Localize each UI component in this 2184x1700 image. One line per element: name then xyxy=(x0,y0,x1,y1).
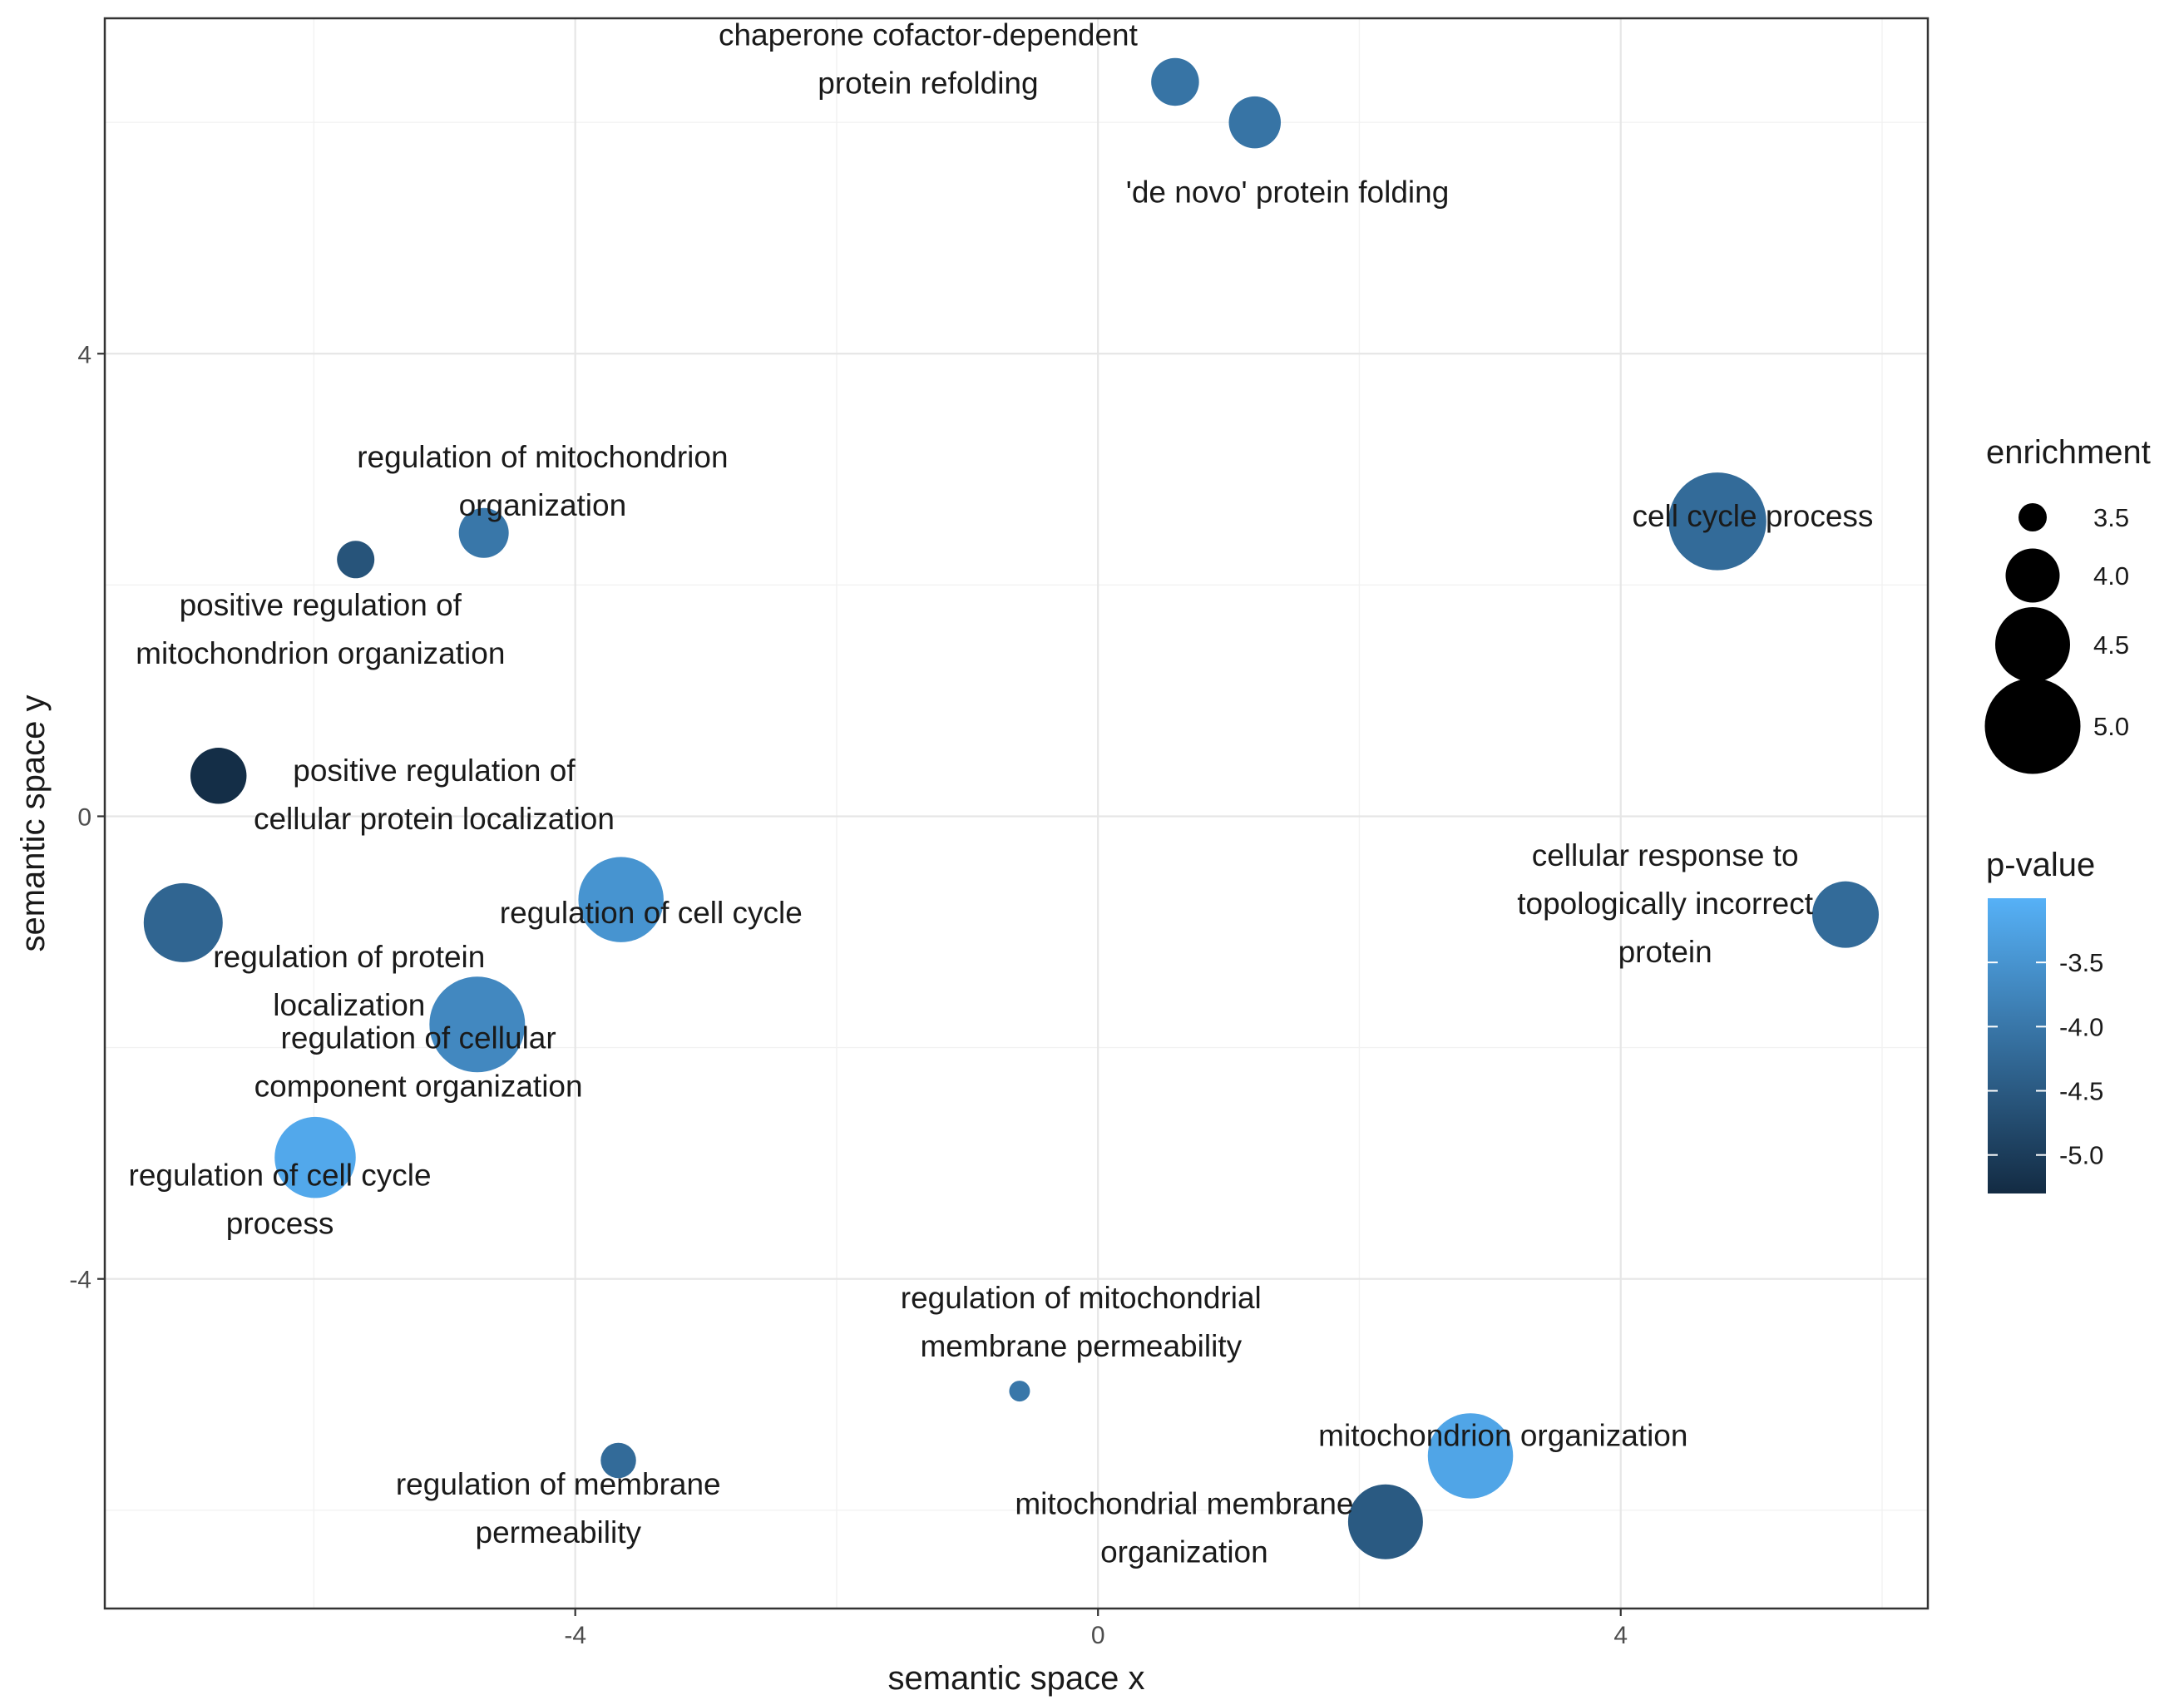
data-point xyxy=(1347,1484,1423,1559)
point-label: component organization xyxy=(254,1069,583,1103)
point-label: regulation of membrane xyxy=(396,1467,721,1501)
y-tick-label: 0 xyxy=(77,803,91,831)
point-label: mitochondrial membrane xyxy=(1015,1487,1353,1521)
point-label: localization xyxy=(273,988,425,1022)
x-axis-title: semantic space x xyxy=(887,1660,1144,1697)
p-value-legend: p-value -3.5 -4.0 -4.5 -5.0 xyxy=(1986,847,2103,1193)
data-point xyxy=(1151,57,1199,106)
enrichment-legend-items: 3.5 4.0 4.5 5.0 xyxy=(1984,503,2129,774)
data-point xyxy=(1812,881,1880,948)
enrichment-legend-key xyxy=(2018,503,2047,531)
p-value-legend-label: -5.0 xyxy=(2059,1141,2103,1170)
p-value-legend-label: -3.5 xyxy=(2059,948,2103,977)
major-gridlines xyxy=(105,18,1928,1609)
enrichment-legend-title: enrichment xyxy=(1986,434,2151,471)
data-point xyxy=(274,1116,356,1198)
data-point xyxy=(458,507,509,558)
data-point xyxy=(190,748,247,804)
data-point xyxy=(337,541,375,579)
data-point xyxy=(1009,1381,1030,1402)
minor-gridlines xyxy=(105,18,1928,1609)
point-label: topologically incorrect xyxy=(1517,887,1814,921)
data-point xyxy=(1668,472,1766,571)
point-label: mitochondrion organization xyxy=(136,636,505,670)
p-value-colorbar xyxy=(1988,898,2046,1193)
point-label: membrane permeability xyxy=(920,1329,1242,1363)
point-label: positive regulation of xyxy=(180,588,462,622)
enrichment-legend-label: 4.5 xyxy=(2093,630,2129,660)
enrichment-legend-key xyxy=(1984,678,2081,774)
data-point xyxy=(600,1442,636,1479)
point-label: cell cycle process xyxy=(1632,499,1873,533)
point-label: organization xyxy=(459,488,627,522)
enrichment-legend-key xyxy=(1995,607,2070,682)
point-label: regulation of cell cycle xyxy=(129,1159,432,1193)
p-value-legend-label: -4.5 xyxy=(2059,1077,2103,1106)
enrichment-legend-label: 4.0 xyxy=(2093,561,2129,591)
x-axis-ticks: -4 0 4 xyxy=(564,1609,1628,1649)
x-tick-label: -4 xyxy=(564,1622,586,1649)
x-tick-label: 4 xyxy=(1613,1622,1628,1649)
x-tick-label: 0 xyxy=(1091,1622,1105,1649)
y-tick-label: 4 xyxy=(77,341,91,368)
p-value-legend-title: p-value xyxy=(1986,847,2095,883)
panel-border xyxy=(103,17,1930,1610)
data-point xyxy=(578,857,664,942)
enrichment-legend: enrichment 3.5 4.0 4.5 5.0 xyxy=(1984,434,2151,774)
point-label: regulation of mitochondrial xyxy=(901,1281,1262,1315)
point-label: mitochondrion organization xyxy=(1318,1418,1687,1452)
p-value-legend-ticks: -3.5 -4.0 -4.5 -5.0 xyxy=(1988,948,2103,1170)
point-label: cellular protein localization xyxy=(254,802,615,836)
y-tick-label: -4 xyxy=(69,1267,91,1294)
data-point xyxy=(1427,1413,1514,1499)
point-label: protein xyxy=(1618,935,1712,969)
data-point xyxy=(143,882,223,962)
point-label: regulation of cellular xyxy=(281,1020,556,1055)
point-label: chaperone cofactor-dependent xyxy=(719,18,1139,52)
p-value-legend-label: -4.0 xyxy=(2059,1012,2103,1041)
point-label: regulation of protein xyxy=(213,940,485,974)
y-axis-ticks: -4 0 4 xyxy=(69,341,105,1294)
data-point xyxy=(429,976,526,1073)
data-points xyxy=(143,57,1880,1559)
enrichment-legend-key xyxy=(2005,548,2060,603)
enrichment-legend-label: 5.0 xyxy=(2093,712,2129,741)
point-label: regulation of cell cycle xyxy=(500,896,803,930)
point-label: protein refolding xyxy=(818,67,1038,101)
y-axis-title: semantic space y xyxy=(15,694,52,951)
point-label: organization xyxy=(1100,1535,1268,1569)
enrichment-legend-label: 3.5 xyxy=(2093,503,2129,532)
point-label: positive regulation of xyxy=(293,754,576,788)
point-label: cellular response to xyxy=(1532,838,1799,872)
point-label: permeability xyxy=(476,1515,642,1549)
point-label: 'de novo' protein folding xyxy=(1126,175,1450,210)
point-labels: chaperone cofactor-dependent protein refo… xyxy=(129,18,1874,1569)
point-label: regulation of mitochondrion xyxy=(357,440,728,474)
data-point xyxy=(1228,96,1282,149)
point-label: process xyxy=(226,1207,334,1241)
